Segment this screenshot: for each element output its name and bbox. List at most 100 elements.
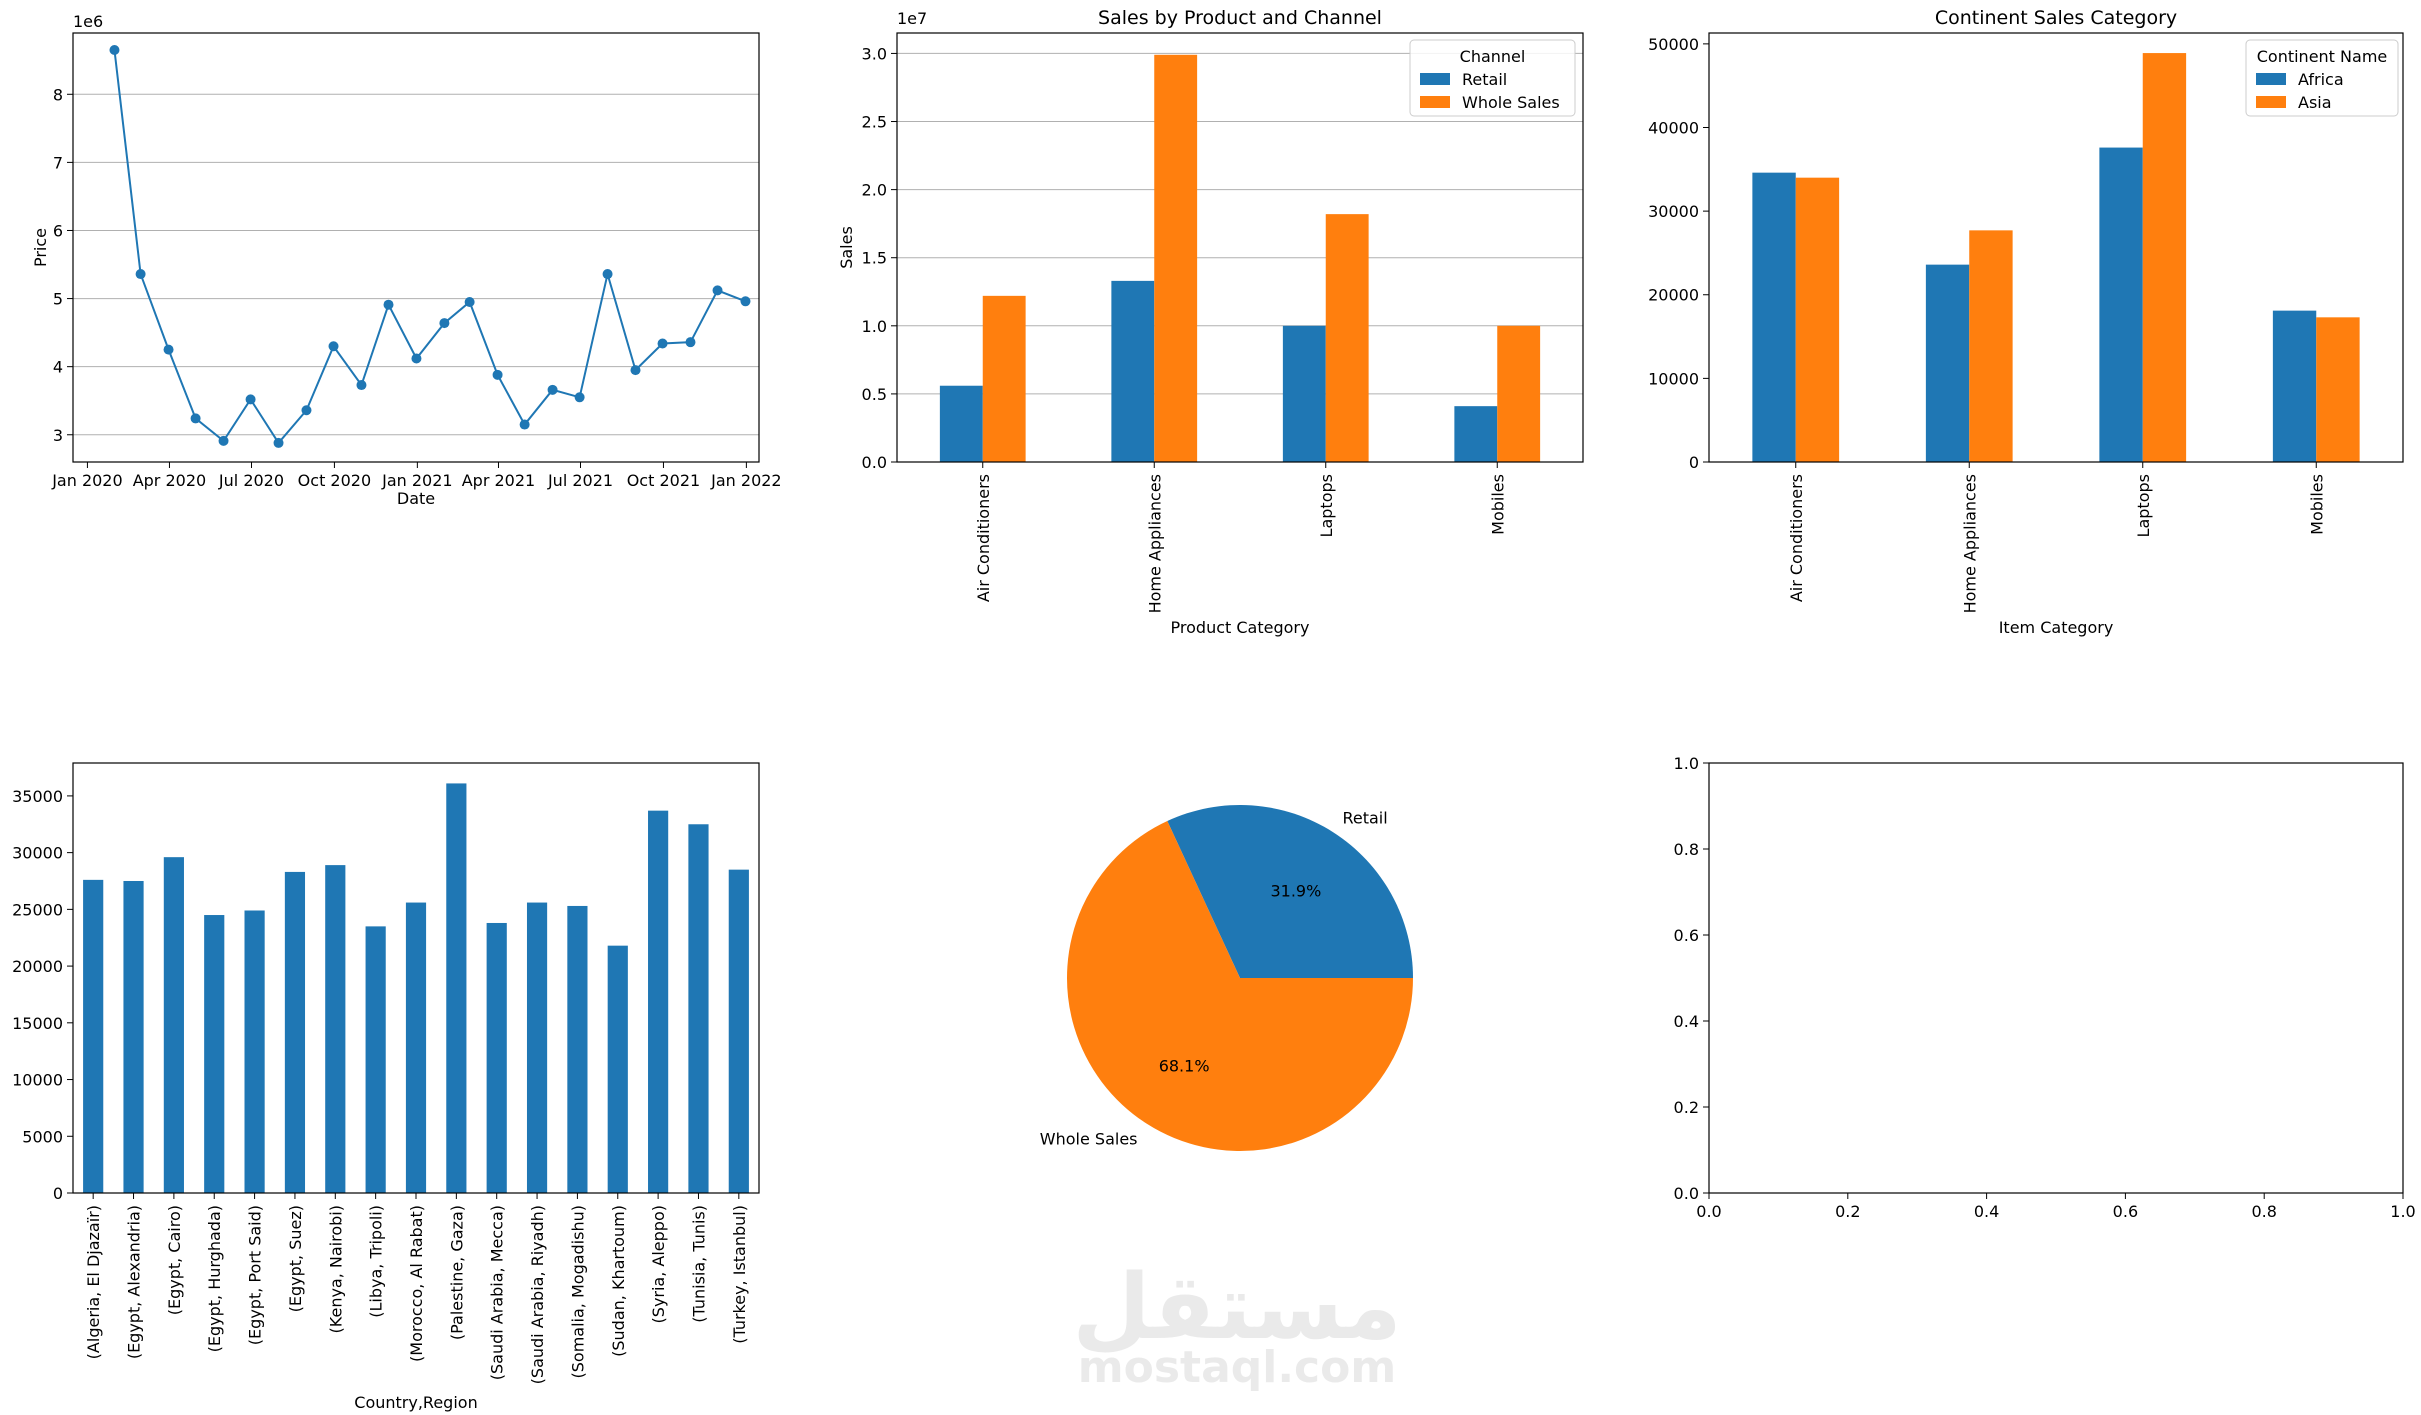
bar xyxy=(1282,325,1326,462)
pie-percent: 68.1% xyxy=(1159,1056,1210,1075)
bar xyxy=(1154,54,1198,463)
chart-title: Continent Sales Category xyxy=(1935,7,2177,29)
pie-slice xyxy=(1067,821,1413,1151)
watermark-latin: mostaql.com xyxy=(1078,1342,1396,1393)
legend-swatch xyxy=(1420,96,1450,108)
price-point xyxy=(190,413,201,424)
legend: Channel Retail Whole Sales xyxy=(1409,39,1576,117)
x-tick-label: (Egypt, Suez) xyxy=(286,1205,305,1312)
y-tick-label: 50000 xyxy=(1648,35,1699,54)
line-chart-price: 3 4 5 6 7 8 Jan 2020 Apr 2020 Jul 2020 Oct 2020 Ja… xyxy=(31,12,782,508)
bar xyxy=(607,945,628,1193)
watermark: مستقل mostaql.com xyxy=(1072,1255,1401,1393)
y-tick-label: 30000 xyxy=(12,844,63,863)
bar xyxy=(83,879,104,1193)
bar-chart-sales-by-product-channel: 0.0 0.5 1.0 1.5 2.0 2.5 3.0 Air Conditioners Hom… xyxy=(837,7,1584,637)
y-tick-label: 0.2 xyxy=(1674,1098,1699,1117)
y-tick-label: 1.5 xyxy=(862,249,887,268)
price-line xyxy=(113,49,746,445)
y-axis-label: Sales xyxy=(837,226,856,269)
x-axis-label: Item Category xyxy=(1999,618,2114,637)
price-point xyxy=(519,419,530,430)
y-tick-label: 20000 xyxy=(12,957,63,976)
legend: Continent Name Africa Asia xyxy=(2245,39,2399,117)
bar xyxy=(163,857,184,1193)
price-point xyxy=(135,269,146,280)
bar-chart-country-region: 0 5000 10000 15000 20000 25000 30000 35000 (Alge… xyxy=(12,762,760,1412)
x-tick-label: Mobiles xyxy=(2307,474,2326,535)
y-tick-label: 0.0 xyxy=(862,453,887,472)
price-point xyxy=(574,392,585,403)
y-tick-label: 2.5 xyxy=(862,113,887,132)
price-point xyxy=(657,338,668,349)
y-tick-label: 0 xyxy=(1689,453,1699,472)
price-point xyxy=(411,353,422,364)
empty-axes: 0.0 0.2 0.4 0.6 0.8 1.0 0.0 0.2 0.4 0.6 0.8 1.0 xyxy=(1674,754,2416,1221)
x-tick-label: (Egypt, Hurghada) xyxy=(205,1205,224,1352)
x-tick-label: (Kenya, Nairobi) xyxy=(326,1205,345,1333)
bar xyxy=(567,905,588,1193)
bar xyxy=(325,865,346,1193)
x-tick-label: (Egypt, Cairo) xyxy=(165,1205,184,1315)
y-offset-label: 1e7 xyxy=(897,9,927,28)
watermark-arabic: مستقل xyxy=(1072,1255,1401,1360)
axes-frame xyxy=(72,762,760,1194)
y-tick-label: 0.6 xyxy=(1674,926,1699,945)
price-point xyxy=(301,405,312,416)
price-point xyxy=(328,341,339,352)
price-point xyxy=(273,437,284,448)
price-point xyxy=(685,337,696,348)
y-tick-label: 3 xyxy=(53,426,63,445)
bar xyxy=(2272,310,2317,462)
axes-frame xyxy=(72,32,760,463)
x-tick-label: Apr 2021 xyxy=(462,471,535,490)
x-tick-label: (Somalia, Mogadishu) xyxy=(568,1205,587,1378)
x-axis-label: Product Category xyxy=(1171,618,1310,637)
price-point xyxy=(464,296,475,307)
y-tick-label: 3.0 xyxy=(862,44,887,63)
bar xyxy=(1969,230,2013,462)
bar xyxy=(1111,280,1155,462)
y-tick-label: 0.0 xyxy=(1674,1184,1699,1203)
bar xyxy=(123,880,144,1193)
legend-label: Whole Sales xyxy=(1462,93,1560,112)
y-tick-label: 8 xyxy=(53,85,63,104)
x-tick-label: Air Conditioners xyxy=(1787,474,1806,602)
x-tick-label: (Turkey, Istanbul) xyxy=(730,1205,749,1344)
bar xyxy=(1925,264,1970,462)
bar xyxy=(2099,147,2143,462)
bar xyxy=(982,295,1026,462)
x-tick-label: Jul 2021 xyxy=(547,471,613,490)
pie-label: Whole Sales xyxy=(1040,1129,1138,1148)
price-point xyxy=(630,365,641,376)
x-tick-label: Air Conditioners xyxy=(974,474,993,602)
y-tick-label: 7 xyxy=(53,153,63,172)
x-tick-label: Jan 2020 xyxy=(51,471,122,490)
y-tick-label: 1.0 xyxy=(1674,754,1699,773)
y-axis-label: Price xyxy=(31,228,50,267)
y-tick-label: 35000 xyxy=(12,787,63,806)
y-tick-label: 2.0 xyxy=(862,181,887,200)
y-tick-label: 40000 xyxy=(1648,118,1699,137)
bar xyxy=(405,902,427,1193)
y-tick-label: 25000 xyxy=(12,900,63,919)
x-tick-label: (Egypt, Alexandria) xyxy=(125,1205,144,1359)
legend-label: Africa xyxy=(2298,70,2344,89)
pie-slice xyxy=(1167,804,1413,978)
bar xyxy=(486,922,507,1193)
x-tick-label: Laptops xyxy=(1317,474,1336,537)
bar xyxy=(939,385,983,462)
y-tick-label: 20000 xyxy=(1648,286,1699,305)
x-tick-label: Apr 2020 xyxy=(133,471,206,490)
x-axis-label: Country,Region xyxy=(354,1393,477,1412)
price-point xyxy=(245,394,256,405)
x-tick-label: Jul 2020 xyxy=(218,471,284,490)
legend-title: Channel xyxy=(1460,47,1526,66)
price-point xyxy=(163,344,174,355)
bar xyxy=(1497,325,1541,462)
bar xyxy=(526,902,548,1193)
axes-frame xyxy=(1708,32,2404,463)
legend-box xyxy=(1409,39,1576,117)
pie-percent: 31.9% xyxy=(1270,882,1321,901)
